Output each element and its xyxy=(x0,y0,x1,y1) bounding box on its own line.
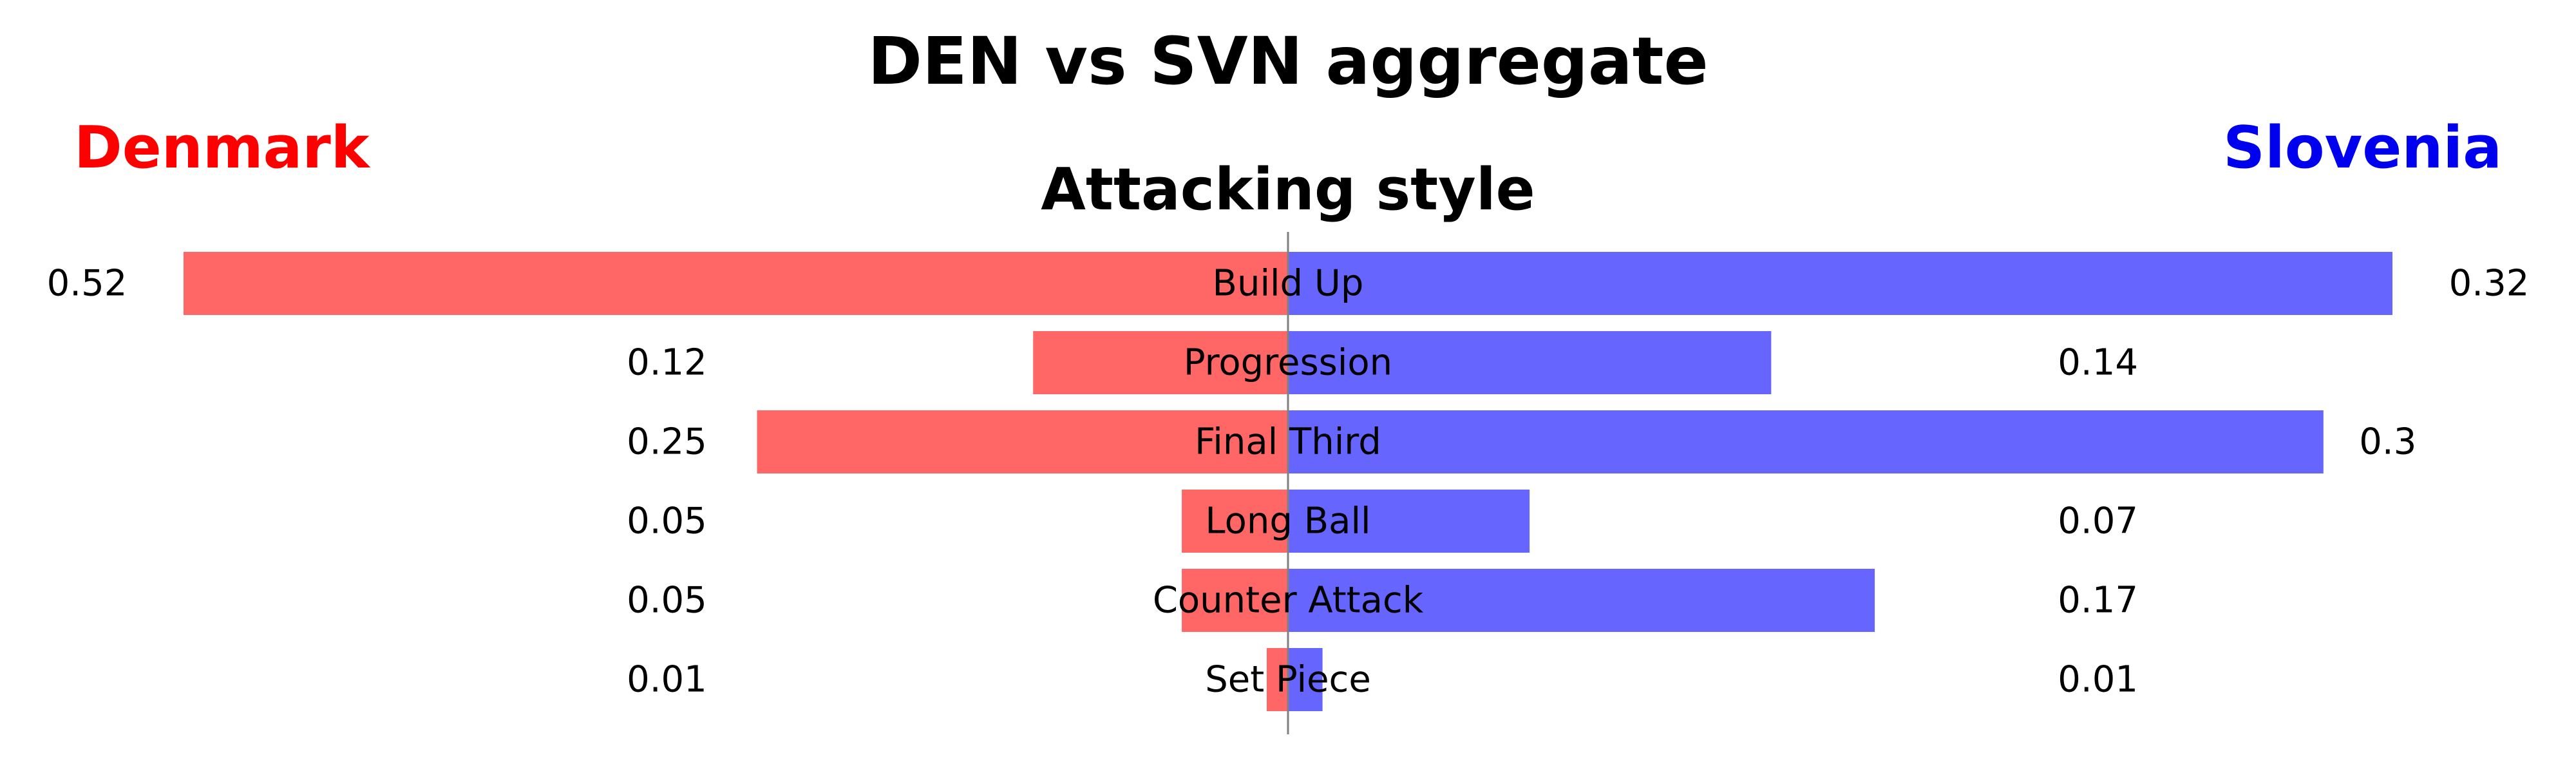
bar-denmark-final-third xyxy=(757,410,1288,473)
chart-title: DEN vs SVN aggregate xyxy=(867,23,1708,100)
category-label-counter-attack: Counter Attack xyxy=(1153,580,1424,622)
category-label-build-up: Build Up xyxy=(1213,263,1364,305)
value-label-slovenia-progression: 0.14 xyxy=(2058,342,2138,384)
bar-slovenia-set-piece xyxy=(1288,648,1323,711)
bar-denmark-set-piece xyxy=(1267,648,1288,711)
category-label-progression: Progression xyxy=(1184,342,1392,384)
bars-group xyxy=(184,252,2392,711)
bar-denmark-counter-attack xyxy=(1182,569,1288,632)
value-label-denmark-set-piece: 0.01 xyxy=(627,659,707,701)
value-label-slovenia-counter-attack: 0.17 xyxy=(2058,580,2138,622)
bar-slovenia-counter-attack xyxy=(1288,569,1875,632)
team-name-denmark: Denmark xyxy=(74,114,371,182)
bar-slovenia-progression xyxy=(1288,331,1772,394)
category-label-final-third: Final Third xyxy=(1195,421,1381,463)
category-labels-group: Build Up Progression Final Third Long Ball C… xyxy=(1153,263,1424,701)
value-label-slovenia-long-ball: 0.07 xyxy=(2058,501,2138,542)
bar-slovenia-long-ball xyxy=(1288,490,1530,553)
value-label-denmark-final-third: 0.25 xyxy=(627,421,707,463)
value-labels-group: 0.52 0.32 0.12 0.14 0.25 0.3 0.05 0.07 0.05 0.17 0… xyxy=(47,263,2530,701)
bar-denmark-progression xyxy=(1033,331,1288,394)
bar-slovenia-build-up xyxy=(1288,252,2392,315)
value-label-denmark-build-up: 0.52 xyxy=(47,263,128,305)
team-name-slovenia: Slovenia xyxy=(2223,114,2502,182)
bar-denmark-build-up xyxy=(184,252,1288,315)
chart-subtitle: Attacking style xyxy=(1041,156,1535,224)
value-label-denmark-progression: 0.12 xyxy=(627,342,707,384)
bar-denmark-long-ball xyxy=(1182,490,1288,553)
value-label-slovenia-build-up: 0.32 xyxy=(2449,263,2530,305)
value-label-denmark-long-ball: 0.05 xyxy=(627,501,707,542)
value-label-denmark-counter-attack: 0.05 xyxy=(627,580,707,622)
bar-slovenia-final-third xyxy=(1288,410,2324,473)
value-label-slovenia-set-piece: 0.01 xyxy=(2058,659,2138,701)
category-label-set-piece: Set Piece xyxy=(1205,659,1371,701)
value-label-slovenia-final-third: 0.3 xyxy=(2359,421,2416,463)
category-label-long-ball: Long Ball xyxy=(1205,501,1370,542)
